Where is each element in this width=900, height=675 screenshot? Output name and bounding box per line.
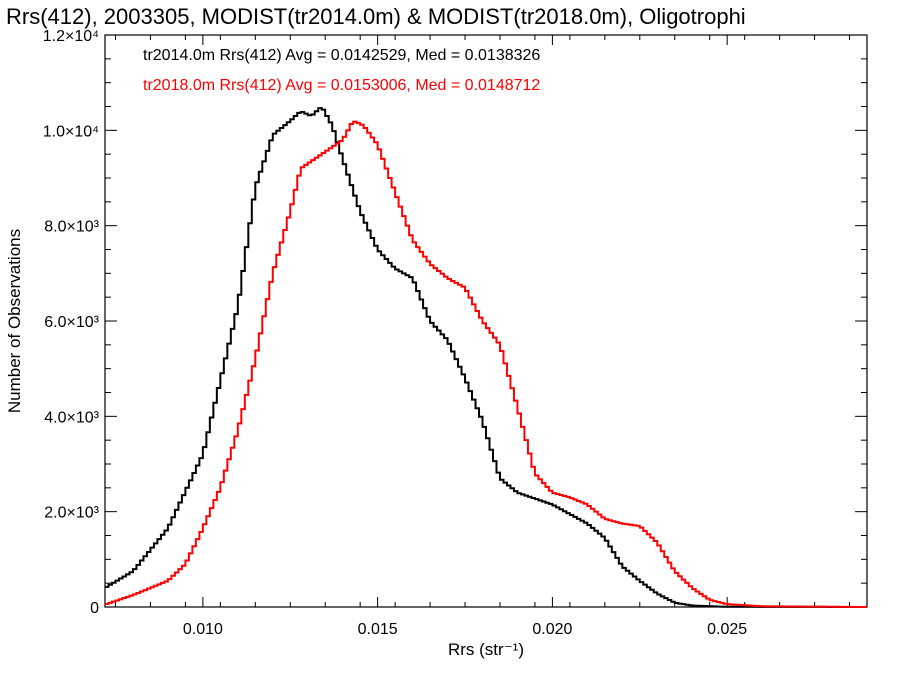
y-axis-ticks: 0 2.0×10³ 4.0×10³ 6.0×10³ 8.0×10³ 1.0×10⁴ 1.2×… — [43, 28, 867, 617]
series-line-0 — [105, 107, 867, 608]
x-axis-label: Rrs (str⁻¹) — [448, 640, 524, 659]
y-tick-label: 0 — [90, 600, 99, 617]
y-tick-label: 2.0×10³ — [44, 505, 99, 522]
y-tick-label: 1.0×10⁴ — [43, 123, 99, 140]
x-tick-label: 0.020 — [532, 621, 572, 638]
y-axis-label: Number of Observations — [5, 229, 24, 413]
x-tick-label: 0.025 — [707, 621, 747, 638]
plot-area: 0.010 0.015 0.020 0.025 0 2.0×10³ 4.0×10³ 6.0×… — [43, 28, 868, 638]
y-tick-label: 4.0×10³ — [44, 409, 99, 426]
y-tick-label: 6.0×10³ — [44, 314, 99, 331]
series-line-1 — [105, 120, 867, 608]
legend-annotations: tr2014.0m Rrs(412) Avg = 0.0142529, Med … — [143, 47, 540, 94]
series-group — [105, 107, 867, 608]
x-tick-label: 0.010 — [183, 621, 223, 638]
x-axis-ticks: 0.010 0.015 0.020 0.025 — [114, 35, 851, 638]
x-tick-label: 0.015 — [358, 621, 398, 638]
chart-title: Rrs(412), 2003305, MODIST(tr2014.0m) & M… — [6, 4, 746, 29]
annotation-1: tr2018.0m Rrs(412) Avg = 0.0153006, Med … — [143, 77, 540, 94]
annotation-0: tr2014.0m Rrs(412) Avg = 0.0142529, Med … — [143, 47, 540, 64]
y-tick-label: 1.2×10⁴ — [43, 28, 99, 45]
y-tick-label: 8.0×10³ — [44, 219, 99, 236]
